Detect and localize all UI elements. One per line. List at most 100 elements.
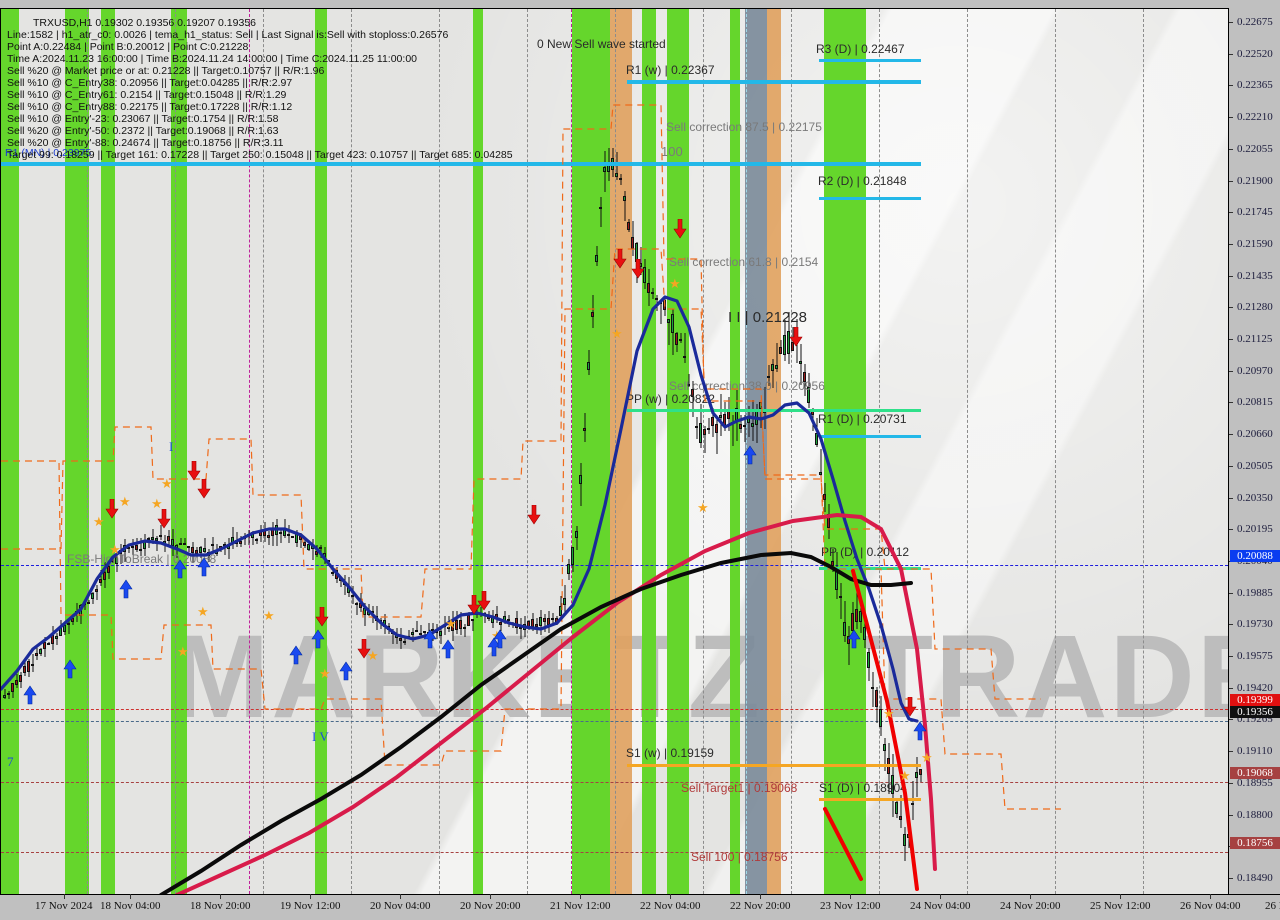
price-tick: 0.22055 (1229, 143, 1280, 155)
price-reference-line (1, 565, 1228, 566)
candlestick (191, 541, 194, 563)
candlestick (515, 610, 518, 634)
price-tick: 0.19575 (1229, 650, 1280, 662)
pivot-line-s1-w- (627, 764, 921, 767)
candlestick (779, 339, 782, 355)
sell-arrow-down-icon (903, 696, 917, 722)
pivot-label-sell-100: Sell 100 | 0.18756 (691, 850, 788, 864)
time-gridline (527, 9, 528, 894)
candlestick (67, 619, 70, 634)
time-axis[interactable]: 17 Nov 2024 18 Nov 04:00 18 Nov 20:00 19 No… (0, 894, 1280, 920)
candlestick (551, 612, 554, 626)
candlestick (463, 623, 466, 637)
candlestick (47, 641, 50, 645)
candlestick (87, 599, 90, 605)
star-marker-icon: ★ (367, 648, 379, 663)
candlestick (915, 756, 918, 798)
pivot-line-r2-d- (819, 197, 921, 200)
star-marker-icon: ★ (151, 496, 163, 511)
info-line-9: Sell %20 @ Entry'-50: 0.2372 || Target:0… (7, 125, 279, 137)
star-marker-icon: ★ (263, 608, 275, 623)
candlestick (819, 449, 822, 477)
time-gridline (263, 9, 264, 894)
price-highlight-box: 0.19068 (1230, 767, 1280, 779)
candlestick (43, 636, 46, 657)
info-line-3: Time A:2024.11.23 16:00:00 | Time B:2024… (7, 53, 417, 65)
candlestick (851, 602, 854, 642)
buy-arrow-up-icon (441, 639, 455, 664)
candlestick (719, 394, 722, 437)
annotation-point-c: I I | 0.21228 (728, 309, 807, 326)
buy-arrow-up-icon (289, 645, 303, 670)
star-marker-icon: ★ (119, 494, 131, 509)
price-tick: 0.21745 (1229, 206, 1280, 218)
candlestick (351, 586, 354, 604)
candlestick (131, 539, 134, 556)
price-tick: 0.20970 (1229, 365, 1280, 377)
session-band (681, 9, 689, 894)
sell-arrow-down-icon (613, 248, 627, 274)
time-tick: 21 Nov 12:00 (550, 894, 611, 912)
price-tick: 0.19110 (1229, 745, 1280, 757)
star-marker-icon: ★ (197, 604, 209, 619)
candlestick (499, 618, 502, 632)
candlestick (471, 619, 474, 632)
candlestick (411, 627, 414, 642)
candlestick (891, 754, 894, 817)
buy-arrow-up-icon (493, 629, 507, 654)
candlestick (843, 600, 846, 643)
star-marker-icon: ★ (177, 644, 189, 659)
sell-arrow-down-icon (477, 590, 491, 616)
candlestick (103, 562, 106, 588)
candlestick (651, 287, 654, 300)
pivot-label-sell-target1: Sell Target1 | 0.19068 (681, 781, 798, 795)
candlestick (847, 626, 850, 665)
candlestick (855, 587, 858, 629)
session-band (65, 9, 89, 894)
pivot-label-r3-d-: R3 (D) | 0.22467 (816, 42, 905, 56)
price-tick: 0.19420 (1229, 682, 1280, 694)
pivot-label-r2-d-: R2 (D) | 0.21848 (818, 174, 907, 188)
candlestick (567, 559, 570, 580)
candlestick (771, 358, 774, 388)
candlestick (751, 400, 754, 442)
candlestick (671, 308, 674, 355)
price-tick: 0.20505 (1229, 460, 1280, 472)
sell-arrow-down-icon (467, 594, 481, 620)
sell-arrow-down-icon (105, 498, 119, 524)
candlestick (691, 381, 694, 418)
time-gridline (351, 9, 352, 894)
price-axis[interactable]: 0.22675 0.22520 0.22365 0.22210 0.22055 0.219… (1228, 8, 1280, 894)
info-line-5: Sell %10 @ C_Entry38: 0.20956 || Target:… (7, 77, 293, 89)
buy-arrow-up-icon (913, 721, 927, 746)
candlestick (331, 566, 334, 576)
price-reference-line (1, 709, 1228, 710)
price-tick: 0.21280 (1229, 301, 1280, 313)
candlestick (211, 536, 214, 555)
candlestick (179, 538, 182, 546)
info-line-1: Line:1582 | h1_atr_c0: 0.0026 | tema_h1_… (7, 29, 449, 41)
candlestick (655, 295, 658, 312)
candlestick (15, 673, 18, 688)
price-highlight-box: 0.18756 (1230, 837, 1280, 849)
candlestick (627, 219, 630, 233)
session-band (572, 9, 610, 894)
pivot-label-pp-w-: PP (w) | 0.20822 (626, 392, 715, 406)
red-trend-leg-2 (823, 807, 863, 881)
candlestick (267, 531, 270, 545)
candlestick (531, 613, 534, 632)
time-tick: 18 Nov 04:00 (100, 894, 161, 912)
candlestick (7, 691, 10, 700)
info-line-11: Target 99: 0.18259 || Target 161: 0.1722… (7, 149, 513, 161)
pivot-label-s1-d-: S1 (D) | 0.18904 (819, 781, 907, 795)
candlestick (903, 827, 906, 861)
candlestick (507, 614, 510, 627)
candlestick (743, 415, 746, 443)
price-highlight-box: 0.19399 (1230, 694, 1280, 706)
price-highlight-box: 0.19356 (1230, 706, 1280, 718)
price-tick: 0.18955 (1229, 777, 1280, 789)
candlestick (599, 196, 602, 227)
chart-plot-area[interactable]: MARKETZ TRADE ★★★★★★★★★★★★★★★★★★ (0, 8, 1228, 894)
price-tick: 0.20815 (1229, 396, 1280, 408)
candlestick (879, 696, 882, 737)
